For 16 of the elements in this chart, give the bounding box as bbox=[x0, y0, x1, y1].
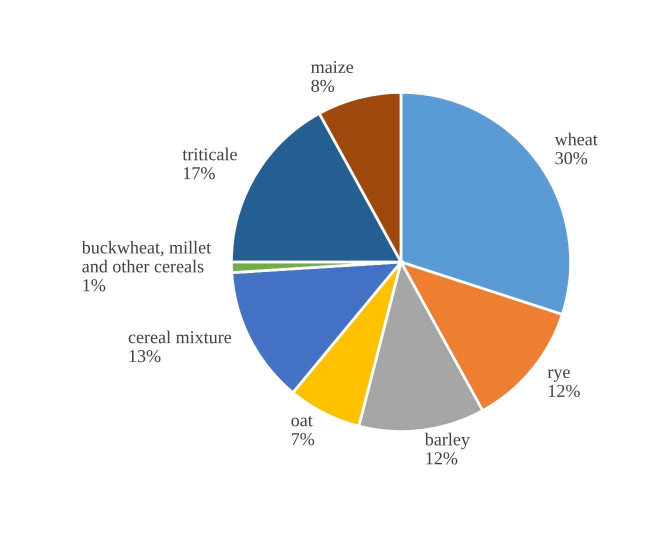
slice-label: maize bbox=[311, 60, 354, 74]
slice-label: triticale bbox=[182, 148, 237, 160]
data-label: 12% bbox=[548, 384, 580, 398]
data-label: 13% bbox=[130, 350, 160, 362]
slice-label: wheat bbox=[554, 132, 598, 146]
slice-label: buckwheat, millet and other cereals bbox=[82, 240, 212, 272]
data-label: 7% bbox=[292, 433, 314, 446]
data-label: 12% bbox=[426, 452, 458, 464]
slice-label: oat bbox=[291, 416, 313, 426]
data-label: 1% bbox=[83, 279, 106, 292]
slice-label: rye bbox=[548, 369, 570, 382]
data-label: 30% bbox=[556, 152, 588, 164]
data-label: 8% bbox=[311, 80, 334, 92]
data-label: 17% bbox=[184, 167, 215, 180]
slice-label: cereal mixture bbox=[128, 330, 232, 344]
slice-label: barley bbox=[424, 432, 470, 450]
